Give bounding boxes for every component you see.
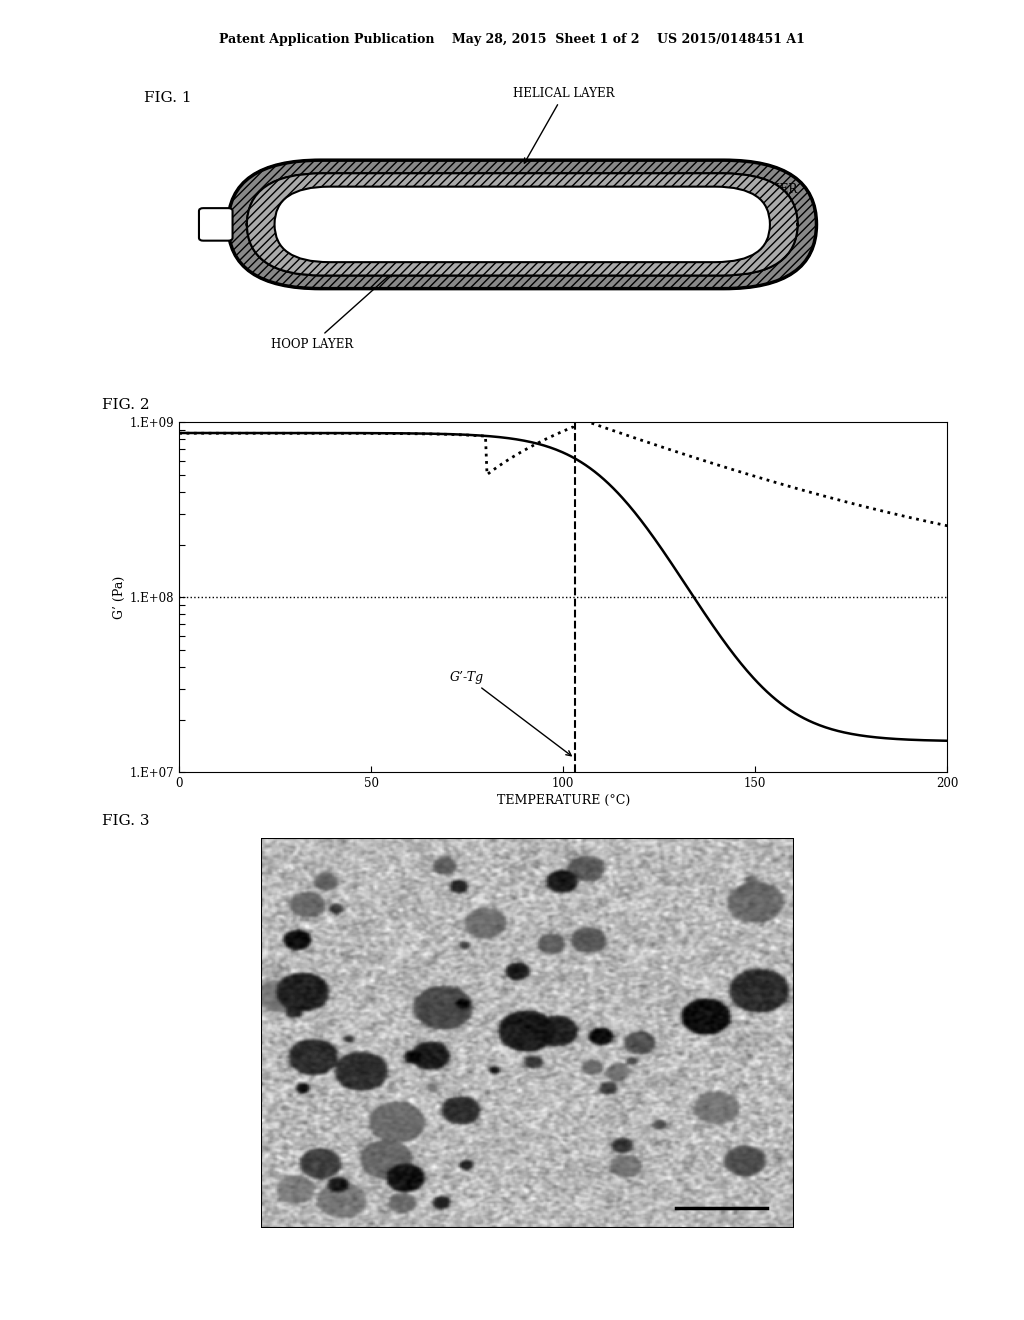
FancyBboxPatch shape — [228, 161, 816, 288]
FancyBboxPatch shape — [247, 173, 798, 276]
FancyBboxPatch shape — [228, 161, 816, 288]
Text: G’-Tg: G’-Tg — [451, 671, 571, 756]
Text: FIG. 1: FIG. 1 — [144, 91, 193, 104]
Text: HELICAL LAYER: HELICAL LAYER — [513, 87, 615, 164]
Text: FIG. 3: FIG. 3 — [102, 814, 150, 828]
FancyBboxPatch shape — [247, 173, 798, 276]
Text: FIG. 2: FIG. 2 — [102, 399, 151, 412]
X-axis label: TEMPERATURE (°C): TEMPERATURE (°C) — [497, 795, 630, 808]
Text: LINER: LINER — [652, 183, 798, 224]
Text: HOOP LAYER: HOOP LAYER — [271, 272, 393, 351]
Y-axis label: G’ (Pa): G’ (Pa) — [113, 576, 126, 619]
FancyBboxPatch shape — [274, 186, 770, 263]
Text: Patent Application Publication    May 28, 2015  Sheet 1 of 2    US 2015/0148451 : Patent Application Publication May 28, 2… — [219, 33, 805, 46]
FancyBboxPatch shape — [199, 209, 232, 240]
